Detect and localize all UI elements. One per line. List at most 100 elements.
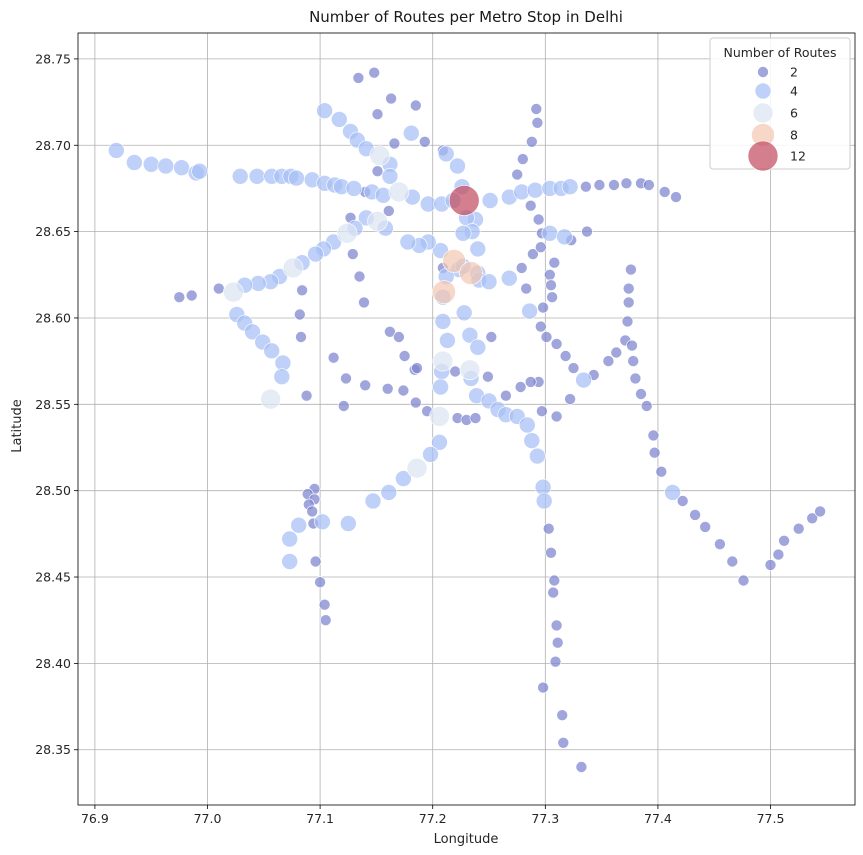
data-point-routes-2 (515, 262, 528, 274)
data-point-routes-4 (345, 180, 363, 197)
data-point-routes-4 (399, 233, 417, 251)
data-point-routes-4 (314, 513, 331, 531)
y-tick-label: 28.65 (35, 224, 71, 239)
data-point-routes-2 (469, 412, 482, 424)
data-point-routes-2 (655, 465, 668, 478)
data-point-routes-2 (524, 376, 537, 388)
data-point-routes-2 (689, 509, 701, 521)
data-point-routes-2 (300, 389, 313, 402)
data-point-routes-2 (411, 362, 423, 374)
y-tick-label: 28.40 (35, 656, 71, 671)
data-point-routes-2 (575, 761, 588, 773)
data-point-routes-2 (550, 619, 563, 632)
data-point-routes-4 (248, 168, 266, 185)
data-point-routes-2 (557, 736, 570, 749)
data-point-routes-4 (454, 225, 472, 242)
data-point-routes-2 (537, 681, 549, 694)
data-point-routes-6 (282, 257, 304, 279)
data-point-routes-2 (530, 103, 543, 115)
y-tick-label: 28.60 (35, 310, 71, 325)
y-tick-label: 28.55 (35, 397, 71, 412)
data-point-routes-2 (647, 429, 660, 442)
x-axis-title: Longitude (434, 832, 499, 847)
legend-marker-12 (747, 140, 779, 172)
legend: Number of Routes 2 4 6 8 12 (709, 37, 851, 172)
data-point-routes-2 (482, 370, 494, 383)
data-point-routes-2 (418, 136, 431, 148)
data-point-routes-2 (626, 339, 638, 352)
data-point-routes-2 (353, 270, 366, 283)
data-point-routes-4 (273, 368, 291, 386)
data-point-routes-4 (518, 416, 536, 434)
data-point-routes-2 (625, 263, 637, 276)
plot-frame (77, 32, 856, 806)
data-point-routes-2 (627, 355, 640, 367)
x-tick-label: 77.3 (531, 811, 559, 826)
legend-label-2: 2 (790, 65, 798, 80)
data-point-routes-2 (537, 301, 549, 314)
legend-title: Number of Routes (723, 45, 836, 60)
data-point-routes-4 (541, 225, 559, 242)
data-point-routes-2 (620, 177, 633, 190)
x-tick-label: 77.5 (757, 811, 785, 826)
data-point-routes-2 (388, 137, 401, 150)
data-point-routes-2 (393, 331, 405, 343)
data-point-routes-2 (545, 279, 557, 292)
data-point-routes-2 (327, 351, 340, 364)
data-point-routes-2 (516, 153, 529, 165)
data-point-routes-4 (422, 446, 439, 463)
data-point-routes-4 (126, 154, 143, 171)
data-point-routes-2 (545, 546, 557, 559)
data-point-routes-2 (525, 136, 538, 148)
data-point-routes-4 (432, 378, 449, 396)
data-point-routes-2 (531, 117, 544, 129)
data-point-routes-2 (397, 384, 410, 397)
data-point-routes-2 (559, 350, 572, 362)
data-point-routes-2 (676, 495, 689, 507)
data-point-routes-2 (643, 179, 655, 191)
data-point-routes-2 (319, 614, 332, 627)
data-point-routes-2 (340, 372, 352, 385)
data-point-routes-4 (526, 181, 544, 199)
data-point-routes-2 (409, 99, 422, 112)
data-point-routes-4 (157, 157, 175, 175)
data-point-routes-2 (542, 522, 555, 535)
data-point-routes-4 (561, 178, 579, 195)
data-point-routes-4 (173, 159, 190, 176)
data-point-routes-2 (371, 108, 384, 120)
data-point-routes-4 (449, 157, 466, 175)
data-point-routes-4 (290, 516, 308, 534)
data-point-routes-2 (648, 446, 661, 459)
data-point-routes-4 (469, 240, 487, 258)
data-point-routes-2 (772, 548, 785, 561)
data-point-routes-4 (281, 530, 299, 548)
y-tick-label: 28.70 (35, 138, 71, 153)
x-axis: 76.9 77.0 77.1 77.2 77.3 77.4 77.5 (81, 805, 784, 826)
data-point-routes-4 (263, 342, 281, 360)
y-axis-title: Latitude (10, 399, 25, 453)
data-point-routes-2 (608, 179, 620, 191)
data-point-routes-2 (547, 586, 560, 599)
data-point-routes-2 (382, 205, 395, 217)
data-point-routes-6 (223, 281, 244, 303)
data-point-routes-2 (670, 191, 682, 203)
data-point-routes-4 (381, 168, 399, 185)
data-point-routes-8 (442, 249, 466, 273)
data-point-routes-4 (664, 484, 681, 501)
data-point-routes-2 (549, 655, 562, 668)
data-point-routes-6 (369, 145, 391, 166)
chart-title: Number of Routes per Metro Stop in Delhi (309, 8, 623, 26)
data-point-routes-2 (546, 291, 558, 304)
data-point-routes-2 (293, 308, 306, 321)
data-point-routes-2 (534, 241, 547, 253)
data-point-routes-2 (371, 165, 384, 177)
data-point-routes-2 (540, 331, 553, 343)
data-point-routes-12 (448, 185, 480, 216)
data-point-routes-2 (551, 636, 564, 649)
data-point-routes-4 (307, 245, 324, 263)
data-point-routes-4 (521, 302, 538, 320)
data-point-routes-2 (737, 574, 750, 587)
data-point-routes-2 (318, 598, 331, 611)
data-point-routes-2 (581, 225, 593, 238)
data-point-routes-2 (384, 325, 396, 338)
